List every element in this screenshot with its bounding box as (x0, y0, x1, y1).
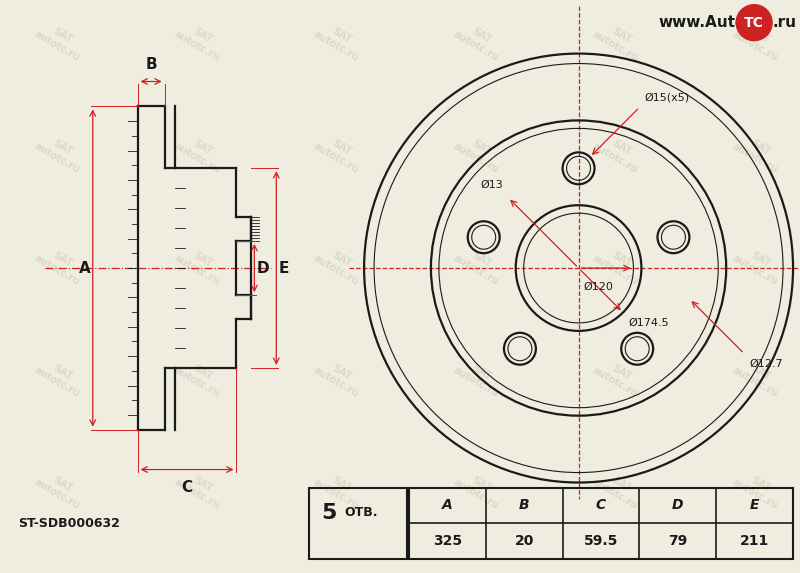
Text: SAT
autotc.ru: SAT autotc.ru (451, 355, 506, 399)
Text: Ø120: Ø120 (583, 282, 614, 292)
Text: SAT
autotc.ru: SAT autotc.ru (312, 355, 366, 399)
Text: SAT
autotc.ru: SAT autotc.ru (451, 468, 506, 512)
Text: TC: TC (744, 15, 764, 30)
Circle shape (736, 5, 772, 41)
Text: C: C (182, 480, 193, 494)
Text: SAT
autotc.ru: SAT autotc.ru (172, 18, 227, 62)
Text: SAT
autotc.ru: SAT autotc.ru (33, 355, 87, 399)
Text: 79: 79 (668, 535, 687, 548)
Text: A: A (442, 499, 453, 512)
Text: 325: 325 (433, 535, 462, 548)
Text: SAT
autotc.ru: SAT autotc.ru (730, 468, 786, 512)
Text: SAT
autotc.ru: SAT autotc.ru (33, 468, 87, 512)
Bar (409, 488, 793, 559)
Text: Ø15(x5): Ø15(x5) (645, 92, 690, 102)
Text: Ø13: Ø13 (480, 179, 503, 190)
Text: .ru: .ru (772, 15, 796, 30)
Text: SAT
autotc.ru: SAT autotc.ru (730, 243, 786, 287)
Text: SAT
autotc.ru: SAT autotc.ru (730, 131, 786, 175)
Text: SAT
autotc.ru: SAT autotc.ru (33, 131, 87, 175)
Text: SAT
autotc.ru: SAT autotc.ru (33, 18, 87, 62)
Text: SAT
autotc.ru: SAT autotc.ru (451, 243, 506, 287)
Text: SAT
autotc.ru: SAT autotc.ru (172, 131, 227, 175)
Text: SAT
autotc.ru: SAT autotc.ru (172, 243, 227, 287)
Text: E: E (750, 499, 759, 512)
Text: SAT
autotc.ru: SAT autotc.ru (591, 131, 646, 175)
Text: E: E (278, 261, 289, 276)
Text: SAT
autotc.ru: SAT autotc.ru (312, 18, 366, 62)
Text: D: D (672, 499, 683, 512)
Text: SAT
autotc.ru: SAT autotc.ru (312, 131, 366, 175)
Text: B: B (519, 499, 530, 512)
Text: 5: 5 (322, 503, 337, 523)
Text: SAT
autotc.ru: SAT autotc.ru (312, 243, 366, 287)
Text: 59.5: 59.5 (584, 535, 618, 548)
Text: Ø174.5: Ø174.5 (628, 317, 669, 328)
Text: 20: 20 (514, 535, 534, 548)
Text: SAT
autotc.ru: SAT autotc.ru (451, 18, 506, 62)
Text: SAT
autotc.ru: SAT autotc.ru (591, 18, 646, 62)
Text: SAT
autotc.ru: SAT autotc.ru (451, 131, 506, 175)
Text: SAT
autotc.ru: SAT autotc.ru (730, 18, 786, 62)
Text: Ø12.7: Ø12.7 (750, 359, 783, 368)
Text: B: B (146, 57, 157, 72)
Text: SAT
autotc.ru: SAT autotc.ru (591, 355, 646, 399)
Text: SAT
autotc.ru: SAT autotc.ru (591, 468, 646, 512)
Text: www.Auto: www.Auto (658, 15, 746, 30)
Text: D: D (256, 261, 269, 276)
Text: ST-SDB000632: ST-SDB000632 (18, 517, 120, 530)
Text: SAT
autotc.ru: SAT autotc.ru (172, 468, 227, 512)
Text: SAT
autotc.ru: SAT autotc.ru (730, 355, 786, 399)
Text: 211: 211 (740, 535, 770, 548)
Text: SAT
autotc.ru: SAT autotc.ru (172, 355, 227, 399)
Bar (310, 488, 407, 559)
Text: ОТВ.: ОТВ. (344, 506, 378, 519)
Text: C: C (596, 499, 606, 512)
Text: SAT
autotc.ru: SAT autotc.ru (33, 243, 87, 287)
Text: A: A (79, 261, 90, 276)
Text: SAT
autotc.ru: SAT autotc.ru (591, 243, 646, 287)
Text: SAT
autotc.ru: SAT autotc.ru (312, 468, 366, 512)
